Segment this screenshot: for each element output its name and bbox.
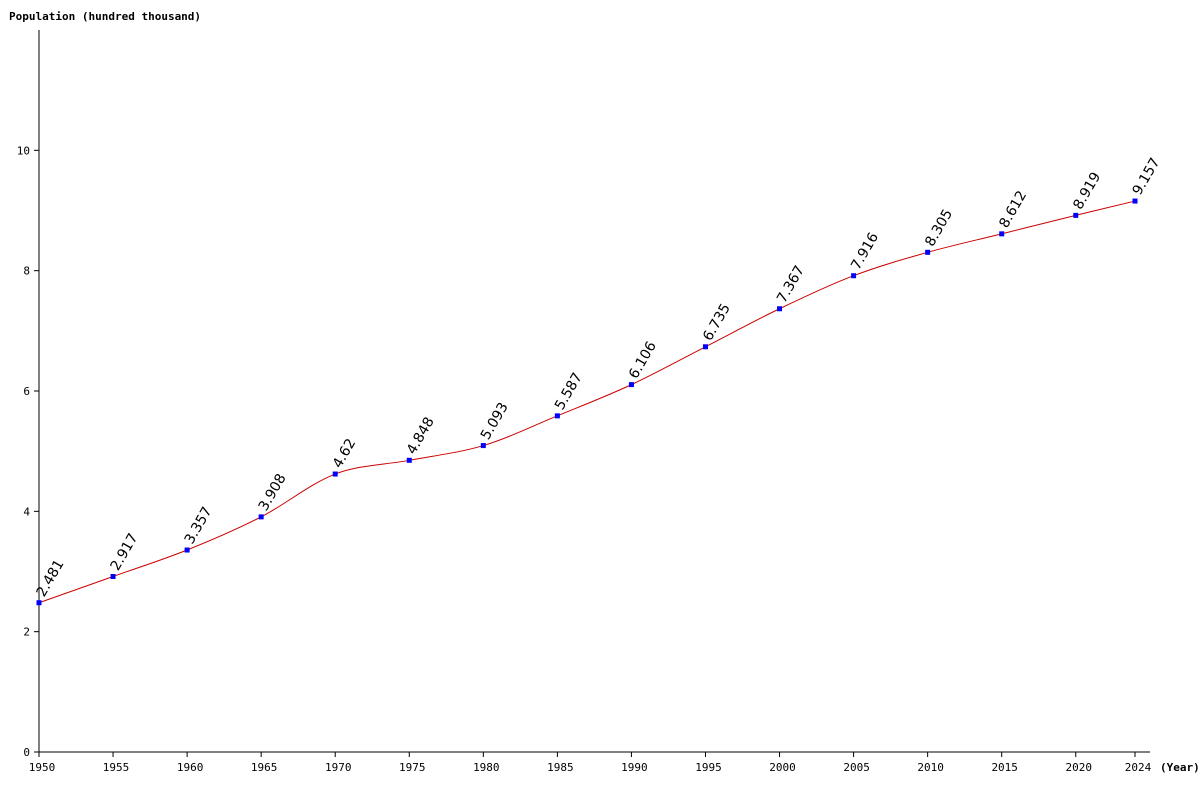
data-markers xyxy=(36,198,1138,606)
data-point xyxy=(110,573,116,579)
data-point xyxy=(36,600,42,606)
data-point xyxy=(258,514,264,520)
y-tick-label: 10 xyxy=(17,144,30,157)
data-point xyxy=(554,413,560,419)
x-tick-label: 2020 xyxy=(1066,761,1093,774)
y-tick-label: 8 xyxy=(23,265,30,278)
x-axis-label: (Year) xyxy=(1160,761,1200,774)
data-point xyxy=(999,231,1005,237)
x-tick-label: 1960 xyxy=(177,761,204,774)
data-point xyxy=(406,457,412,463)
x-tick-label: 1965 xyxy=(251,761,278,774)
x-tick-label: 1980 xyxy=(473,761,500,774)
data-point xyxy=(702,344,708,350)
x-tick-label: 2000 xyxy=(769,761,796,774)
data-label: 9.157 xyxy=(1130,155,1164,198)
data-point xyxy=(184,547,190,553)
data-point xyxy=(480,443,486,449)
data-point xyxy=(332,471,338,477)
data-label: 8.305 xyxy=(922,207,956,250)
data-label: 8.919 xyxy=(1070,170,1104,213)
data-label: 4.848 xyxy=(404,415,438,458)
x-tick-label: 1950 xyxy=(29,761,56,774)
y-axis-label: Population (hundred thousand) xyxy=(9,10,201,23)
x-tick-label: 2015 xyxy=(991,761,1018,774)
data-label: 4.62 xyxy=(330,436,359,471)
data-label: 7.367 xyxy=(774,263,808,306)
x-ticks: 1950 1955 1960 1965 1970 1975 1980 1985 1990 1995… xyxy=(29,752,1152,774)
x-tick-label: 2005 xyxy=(843,761,870,774)
x-tick-label: 1985 xyxy=(547,761,574,774)
y-tick-label: 2 xyxy=(23,626,30,639)
data-point xyxy=(777,306,783,312)
data-label: 7.916 xyxy=(848,230,882,273)
y-tick-label: 6 xyxy=(23,385,30,398)
data-point xyxy=(1132,198,1138,204)
data-label: 2.917 xyxy=(108,531,142,574)
data-point xyxy=(925,249,931,255)
data-point xyxy=(628,382,634,388)
x-tick-label: 1995 xyxy=(695,761,722,774)
x-tick-label: 1955 xyxy=(103,761,130,774)
data-point xyxy=(851,273,857,279)
data-label: 5.093 xyxy=(478,400,512,443)
data-label: 6.106 xyxy=(626,339,660,382)
data-label: 3.908 xyxy=(256,471,290,514)
data-point xyxy=(1073,212,1079,218)
series-line xyxy=(38,200,1136,604)
y-tick-label: 4 xyxy=(23,505,30,518)
y-tick-label: 0 xyxy=(23,746,30,759)
axes xyxy=(38,30,1150,753)
x-tick-label: 2010 xyxy=(917,761,944,774)
x-tick-label: 2024 xyxy=(1125,761,1152,774)
x-tick-label: 1990 xyxy=(621,761,648,774)
data-label: 8.612 xyxy=(996,188,1030,231)
x-tick-label: 1975 xyxy=(399,761,426,774)
y-ticks: 0 2 4 6 8 10 xyxy=(17,144,39,759)
data-label: 6.735 xyxy=(700,301,734,344)
x-tick-label: 1970 xyxy=(325,761,352,774)
